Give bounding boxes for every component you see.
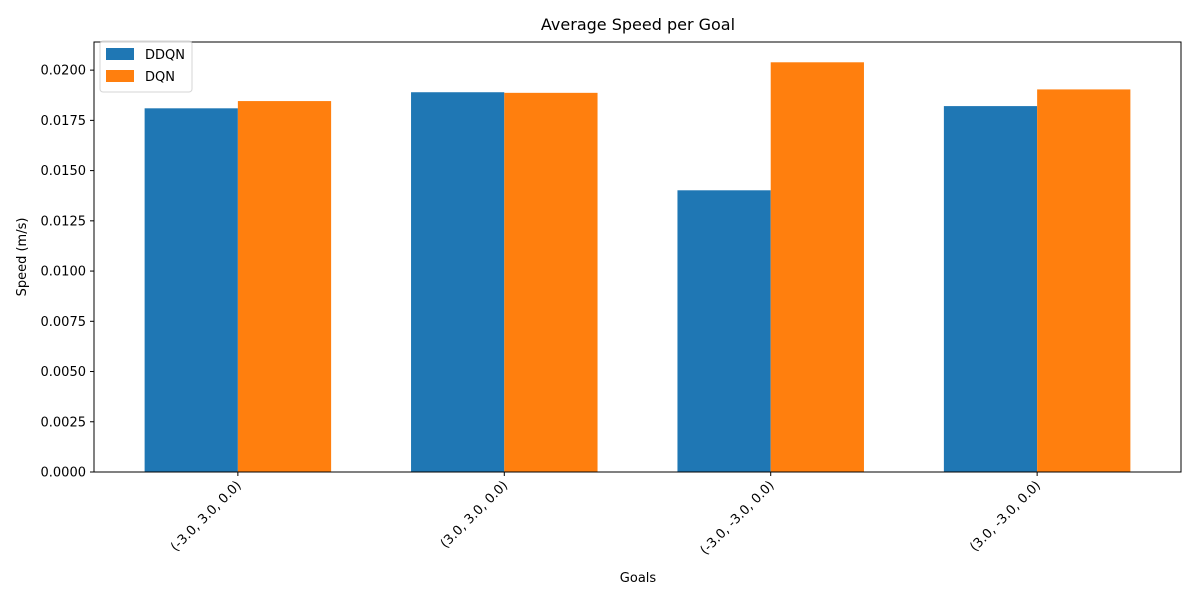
bar-dqn-3 [1037, 89, 1131, 473]
bar-ddqn-3 [943, 106, 1038, 472]
y-axis-label: Speed (m/s) [15, 218, 30, 297]
bar-dqn-1 [504, 92, 598, 472]
bars-group [144, 62, 1131, 473]
x-axis: (-3.0, 3.0, 0.0) (3.0, 3.0, 0.0) (-3.0, -3… [168, 472, 1044, 558]
legend-swatch-ddqn [106, 48, 134, 60]
x-axis-label: Goals [620, 571, 657, 586]
y-axis: 0.0000 0.0025 0.0050 0.0075 0.0100 0.0125 0.01… [41, 64, 94, 481]
y-tick-label: 0.0075 [41, 315, 87, 330]
legend: DDQN DQN [99, 40, 193, 93]
y-tick-label: 0.0150 [41, 164, 87, 179]
bar-dqn-0 [237, 101, 332, 472]
y-tick-label: 0.0200 [41, 64, 87, 79]
legend-swatch-dqn [106, 70, 134, 82]
y-tick-label: 0.0000 [41, 466, 87, 481]
legend-label-ddqn: DDQN [145, 48, 185, 63]
x-tick-label: (3.0, -3.0, 0.0) [967, 478, 1044, 555]
y-tick-label: 0.0175 [41, 114, 87, 129]
plot-frame [93, 41, 1182, 473]
bar-ddqn-0 [144, 108, 238, 472]
y-tick-label: 0.0100 [41, 265, 87, 280]
bar-ddqn-2 [677, 190, 771, 473]
chart-title: Average Speed per Goal [541, 15, 735, 34]
y-tick-label: 0.0050 [41, 365, 87, 380]
x-tick-label: (3.0, 3.0, 0.0) [438, 478, 511, 551]
y-tick-label: 0.0025 [41, 415, 87, 430]
bar-dqn-2 [770, 62, 864, 472]
bar-ddqn-1 [411, 92, 505, 472]
x-tick-label: (-3.0, 3.0, 0.0) [168, 478, 245, 555]
x-tick-label: (-3.0, -3.0, 0.0) [698, 478, 778, 558]
legend-label-dqn: DQN [145, 70, 175, 85]
y-tick-label: 0.0125 [41, 214, 87, 229]
